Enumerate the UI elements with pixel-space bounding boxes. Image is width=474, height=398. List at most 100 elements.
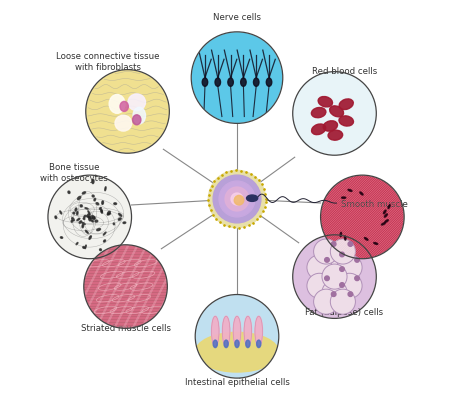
Circle shape (234, 195, 244, 205)
Ellipse shape (360, 192, 363, 195)
Circle shape (322, 280, 347, 305)
Polygon shape (87, 245, 137, 328)
Circle shape (307, 273, 332, 298)
Circle shape (337, 255, 362, 280)
Ellipse shape (311, 107, 326, 118)
Ellipse shape (85, 230, 88, 233)
Circle shape (320, 175, 404, 259)
Ellipse shape (255, 316, 263, 346)
Ellipse shape (85, 208, 88, 209)
Ellipse shape (342, 197, 346, 199)
Ellipse shape (100, 207, 101, 209)
Ellipse shape (202, 78, 208, 86)
Ellipse shape (388, 205, 390, 209)
Polygon shape (152, 245, 201, 328)
Polygon shape (106, 245, 155, 328)
Ellipse shape (109, 94, 125, 113)
Circle shape (322, 264, 347, 289)
Ellipse shape (82, 224, 83, 228)
Polygon shape (50, 245, 100, 328)
Circle shape (191, 32, 283, 123)
Ellipse shape (235, 340, 239, 347)
Ellipse shape (108, 211, 110, 215)
Polygon shape (23, 245, 73, 328)
Circle shape (234, 196, 240, 202)
Ellipse shape (82, 222, 85, 224)
Ellipse shape (83, 246, 85, 248)
Ellipse shape (246, 340, 250, 347)
Ellipse shape (88, 214, 90, 216)
Text: Intestinal epithelial cells: Intestinal epithelial cells (184, 378, 290, 386)
Polygon shape (69, 245, 119, 328)
Ellipse shape (254, 78, 259, 86)
Ellipse shape (79, 221, 82, 223)
Circle shape (325, 276, 329, 281)
Text: Nerve cells: Nerve cells (213, 14, 261, 22)
Ellipse shape (340, 232, 342, 236)
Ellipse shape (93, 218, 95, 219)
Circle shape (355, 258, 359, 262)
Ellipse shape (85, 245, 86, 249)
Ellipse shape (61, 237, 63, 238)
Ellipse shape (215, 78, 220, 86)
Circle shape (337, 273, 362, 298)
Circle shape (86, 70, 169, 153)
Ellipse shape (103, 232, 106, 235)
Ellipse shape (384, 214, 387, 217)
Ellipse shape (102, 201, 103, 205)
Polygon shape (78, 245, 128, 328)
Circle shape (231, 193, 243, 205)
Ellipse shape (228, 78, 233, 86)
Ellipse shape (76, 242, 78, 245)
Text: Loose connective tissue
with fibroblasts: Loose connective tissue with fibroblasts (56, 52, 159, 72)
Circle shape (225, 187, 249, 211)
Polygon shape (170, 245, 220, 328)
Ellipse shape (88, 211, 90, 214)
Ellipse shape (107, 213, 110, 215)
Ellipse shape (339, 99, 353, 109)
Ellipse shape (118, 213, 122, 216)
Circle shape (314, 289, 339, 314)
Ellipse shape (84, 215, 86, 218)
Ellipse shape (224, 340, 228, 347)
Ellipse shape (128, 94, 146, 111)
Circle shape (340, 267, 344, 271)
Ellipse shape (93, 217, 95, 218)
Ellipse shape (77, 219, 80, 220)
Polygon shape (96, 245, 146, 328)
Polygon shape (124, 245, 174, 328)
Polygon shape (161, 245, 211, 328)
Ellipse shape (323, 121, 337, 131)
Polygon shape (115, 245, 165, 328)
Ellipse shape (113, 223, 115, 225)
Ellipse shape (120, 101, 128, 111)
Ellipse shape (118, 218, 121, 220)
Circle shape (219, 181, 255, 217)
Ellipse shape (133, 115, 141, 125)
Ellipse shape (104, 240, 106, 242)
Ellipse shape (92, 195, 94, 197)
Ellipse shape (60, 211, 62, 214)
Circle shape (307, 255, 332, 280)
Ellipse shape (222, 316, 230, 346)
Ellipse shape (75, 208, 77, 211)
Circle shape (355, 276, 359, 281)
Ellipse shape (90, 218, 93, 219)
Circle shape (340, 283, 344, 287)
Ellipse shape (266, 78, 272, 86)
Ellipse shape (133, 107, 146, 124)
Ellipse shape (213, 340, 218, 347)
Ellipse shape (345, 236, 346, 240)
Ellipse shape (89, 236, 91, 239)
Circle shape (213, 175, 261, 223)
Ellipse shape (383, 210, 386, 214)
Ellipse shape (114, 203, 117, 205)
Ellipse shape (86, 215, 89, 217)
Ellipse shape (89, 216, 91, 218)
Ellipse shape (71, 220, 73, 222)
Ellipse shape (195, 332, 279, 372)
Ellipse shape (83, 218, 85, 219)
Ellipse shape (241, 78, 246, 86)
Ellipse shape (105, 187, 106, 191)
Circle shape (322, 250, 347, 275)
